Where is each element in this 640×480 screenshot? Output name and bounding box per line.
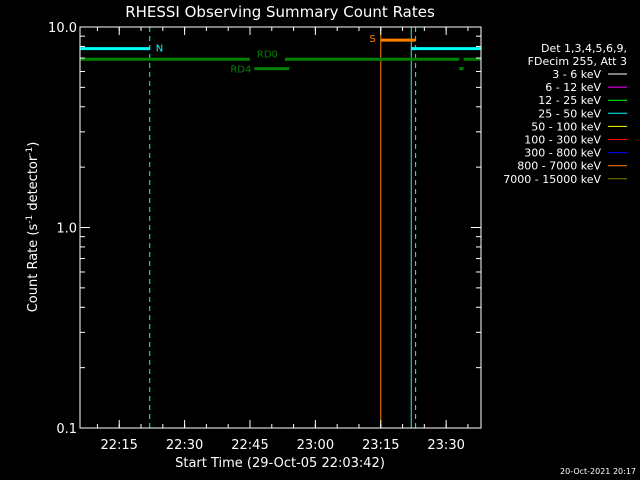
legend-label-1: 6 - 12 keV xyxy=(545,81,601,94)
x-tick-label-1: 22:30 xyxy=(166,438,203,453)
x-axis-ticks: 22:15 22:30 22:45 23:00 23:15 23:30 xyxy=(96,27,469,453)
footer-timestamp: 20-Oct-2021 20:17 xyxy=(560,467,636,476)
legend-label-7: 800 - 7000 keV xyxy=(517,160,601,173)
flag-label-s: S xyxy=(369,34,375,45)
flag-label-n: N xyxy=(156,44,163,55)
legend-label-3: 25 - 50 keV xyxy=(538,107,601,120)
legend-header-line-1: Det 1,3,4,5,6,9, xyxy=(541,42,627,55)
legend-label-8: 7000 - 15000 keV xyxy=(503,173,601,186)
x-axis-label: Start Time (29-Oct-05 22:03:42) xyxy=(175,456,385,471)
y-tick-label-0: 10.0 xyxy=(48,21,77,36)
legend-label-0: 3 - 6 keV xyxy=(552,68,601,81)
plot-frame xyxy=(79,26,482,429)
y-axis-ticks: 10.0 1.0 0.1 xyxy=(48,21,481,437)
y-tick-label-2: 0.1 xyxy=(56,422,77,437)
legend-label-2: 12 - 25 keV xyxy=(538,94,601,107)
y-axis-label-sup1: -1 xyxy=(25,215,35,224)
legend-label-6: 300 - 800 keV xyxy=(524,147,601,160)
y-axis-label: Count Rate (s-1 detector-1) xyxy=(25,142,41,313)
flag-label-rd0: RD0 xyxy=(257,49,278,60)
x-tick-label-3: 23:00 xyxy=(297,438,334,453)
flag-label-rd4: RD4 xyxy=(230,65,251,76)
legend: Det 1,3,4,5,6,9, FDecim 255, Att 3 3 - 6… xyxy=(503,42,627,186)
y-tick-label-1: 1.0 xyxy=(56,222,77,237)
x-tick-label-5: 23:30 xyxy=(427,438,464,453)
x-tick-label-2: 22:45 xyxy=(231,438,268,453)
y-axis-label-sup2: -1 xyxy=(25,147,35,156)
x-tick-label-0: 22:15 xyxy=(100,438,137,453)
y-axis-label-main: Count Rate (s xyxy=(26,224,41,313)
plot-layer: N RD0 RD4 S xyxy=(79,27,482,428)
x-tick-label-4: 23:15 xyxy=(362,438,399,453)
chart-title: RHESSI Observing Summary Count Rates xyxy=(125,3,435,21)
y-axis-label-mid: detector xyxy=(26,155,41,215)
legend-label-5: 100 - 300 keV xyxy=(524,134,601,147)
y-axis-label-end: ) xyxy=(26,142,41,147)
legend-header-line-2: FDecim 255, Att 3 xyxy=(528,55,627,68)
legend-label-4: 50 - 100 keV xyxy=(531,120,601,133)
